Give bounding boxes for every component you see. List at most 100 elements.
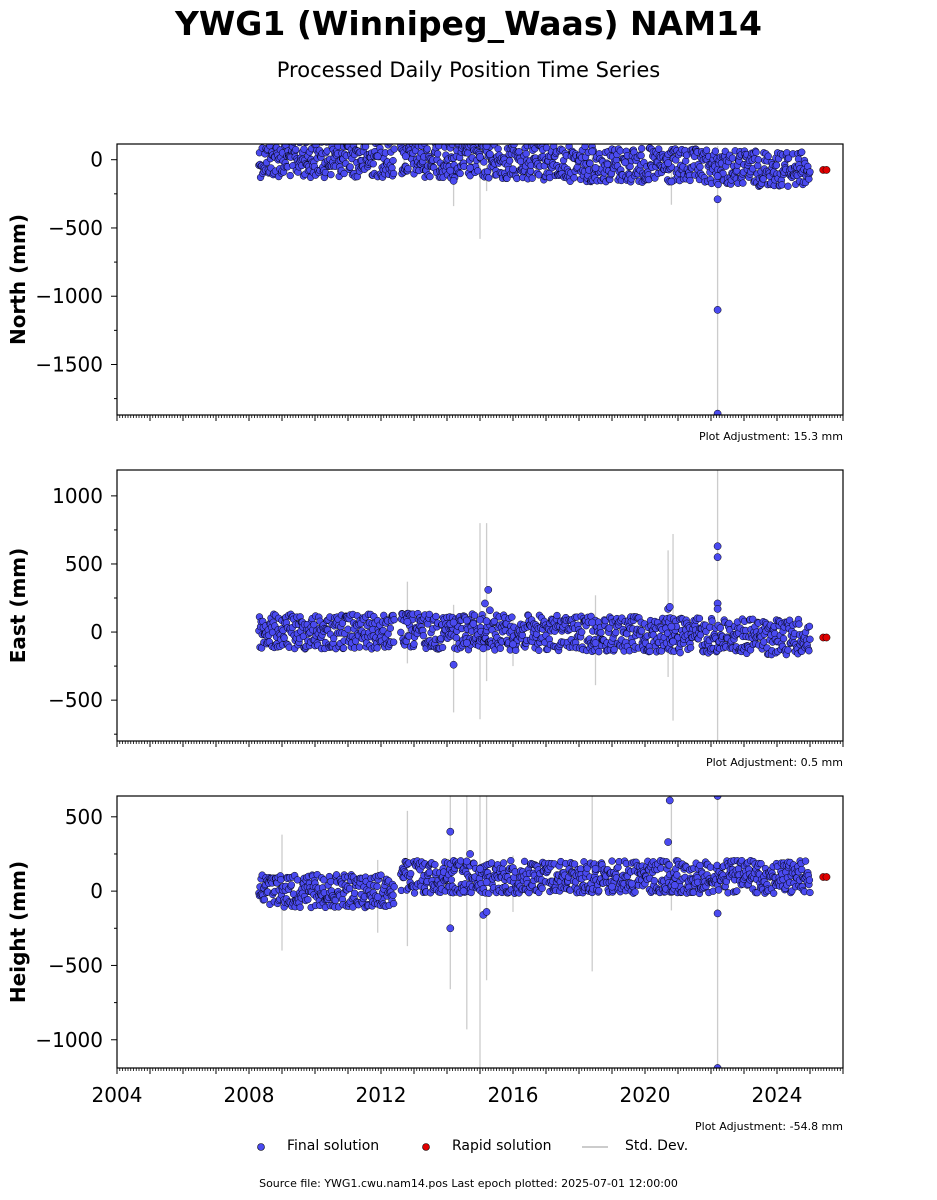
final-point	[806, 168, 814, 176]
final-point	[482, 144, 491, 150]
final-point	[423, 145, 431, 153]
final-point	[667, 622, 676, 631]
final-point	[676, 649, 684, 657]
final-point	[646, 647, 654, 656]
y-tick-label: −500	[48, 216, 103, 240]
final-point	[386, 624, 395, 632]
x-tick-label: 2024	[752, 1083, 803, 1107]
final-point	[650, 877, 658, 885]
stddev-line-icon	[582, 1146, 608, 1148]
final-point	[739, 179, 747, 187]
x-tick-label: 2016	[488, 1083, 539, 1107]
final-point	[616, 147, 624, 155]
final-point	[695, 614, 704, 623]
final-point	[425, 868, 434, 876]
final-point	[449, 177, 458, 185]
final-point	[280, 634, 288, 642]
legend-rapid-label: Rapid solution	[452, 1138, 552, 1154]
final-point	[754, 156, 762, 164]
x-tick-label: 2008	[224, 1083, 275, 1107]
y-tick-label: −1500	[35, 352, 103, 376]
final-point	[588, 147, 597, 156]
final-point	[586, 159, 594, 168]
final-point	[713, 605, 722, 613]
final-point	[389, 891, 397, 899]
final-point	[757, 860, 765, 868]
final-point	[462, 616, 471, 625]
final-point	[570, 860, 579, 868]
final-point	[346, 163, 354, 171]
rapid-point	[822, 873, 831, 881]
final-point	[637, 151, 645, 160]
final-point	[466, 164, 474, 172]
final-point	[332, 871, 341, 879]
final-point	[591, 864, 600, 873]
final-point	[779, 634, 788, 643]
final-point	[621, 158, 630, 167]
final-point	[390, 169, 398, 178]
final-point	[479, 644, 488, 653]
final-point	[509, 640, 517, 649]
y-axis-label: Height (mm)	[6, 861, 30, 1003]
final-point	[706, 863, 715, 871]
final-point	[597, 629, 605, 637]
final-point	[377, 871, 385, 879]
final-point	[752, 148, 760, 156]
final-point	[425, 610, 434, 619]
final-point	[696, 163, 704, 171]
final-point	[449, 660, 458, 669]
final-point	[426, 172, 434, 181]
final-point	[664, 838, 672, 846]
final-point	[638, 627, 646, 635]
final-point	[373, 893, 382, 901]
north-plot-adjustment: Plot Adjustment: 15.3 mm	[698, 430, 843, 443]
final-point	[538, 884, 546, 892]
y-tick-label: 0	[90, 879, 103, 903]
final-point	[760, 638, 768, 646]
final-point	[513, 174, 521, 183]
final-point	[482, 878, 491, 887]
final-point	[340, 169, 348, 178]
final-point	[805, 876, 814, 884]
final-point	[716, 624, 724, 632]
final-point	[474, 167, 482, 175]
y-tick-label: −1000	[35, 284, 103, 308]
final-point	[687, 644, 695, 652]
final-point	[407, 869, 415, 878]
final-point	[686, 176, 694, 185]
rapid-point	[822, 633, 831, 642]
final-point	[419, 632, 428, 640]
final-point	[484, 585, 493, 594]
final-point	[715, 886, 723, 894]
y-tick-label: 500	[65, 552, 103, 576]
final-point	[670, 881, 679, 890]
height-plot-adjustment: Plot Adjustment: -54.8 mm	[695, 1120, 843, 1133]
panel-1: 1000 500 0 −500 East (mm)	[6, 469, 844, 747]
final-point	[390, 899, 398, 908]
final-point	[432, 612, 440, 621]
final-point	[784, 154, 793, 162]
final-point	[708, 617, 716, 625]
final-point	[553, 611, 561, 620]
final-point	[520, 857, 529, 866]
final-point	[610, 645, 618, 654]
final-point	[753, 889, 761, 897]
final-point	[508, 613, 516, 621]
final-point	[623, 630, 631, 638]
final-point	[507, 856, 515, 865]
y-tick-label: 1000	[52, 484, 103, 508]
final-point	[462, 639, 471, 647]
final-point	[346, 884, 354, 893]
final-point	[665, 796, 674, 805]
final-point	[535, 171, 543, 179]
x-tick-label: 2020	[620, 1083, 671, 1107]
final-point	[805, 622, 814, 631]
final-point	[287, 881, 296, 889]
final-point	[431, 860, 439, 869]
final-point	[669, 637, 677, 646]
final-point	[397, 628, 405, 637]
final-point	[754, 162, 762, 170]
final-point	[476, 153, 484, 161]
final-point	[591, 164, 600, 172]
